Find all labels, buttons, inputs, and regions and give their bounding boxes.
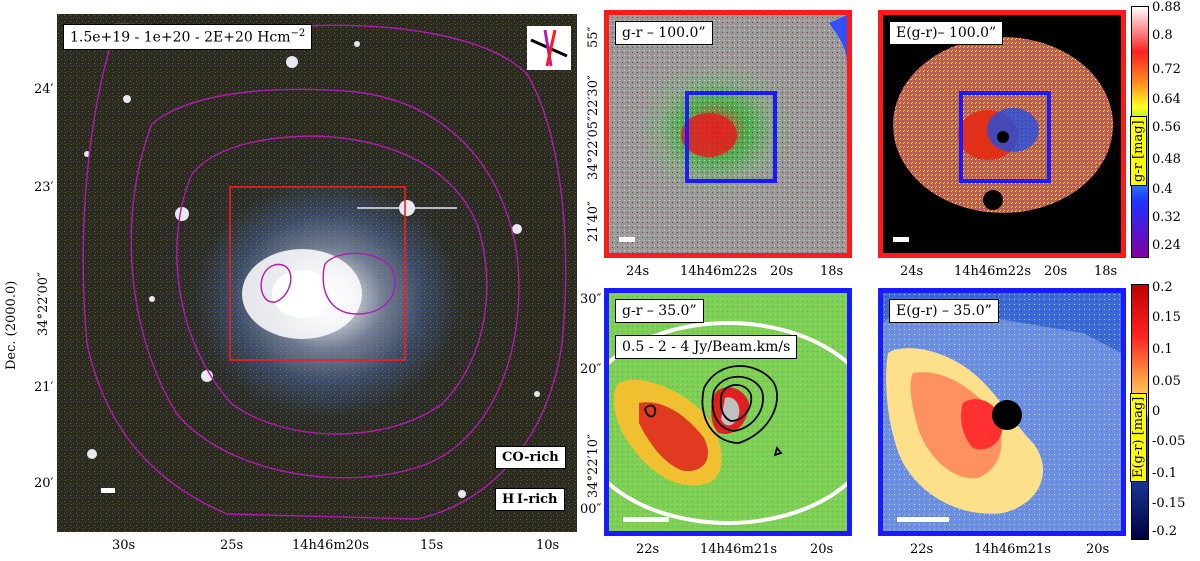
bottom-left-ytick: 00″	[580, 502, 602, 517]
colorbar-tick: 0.8	[1152, 28, 1173, 43]
legend-co-rich: CO-rich	[495, 446, 566, 469]
main-contour-label: 1.5e+19 - 1e+20 - 2E+20 Hcm−2	[63, 24, 313, 50]
bottom-left-label: g-r – 35.0”	[615, 299, 704, 323]
bottom-left-ytick: 30″	[580, 292, 602, 307]
top-left-scalebar	[619, 237, 635, 242]
main-ylabel: Dec. (2000.0)	[4, 280, 19, 370]
main-scalebar	[101, 488, 115, 493]
main-optical-image: 1.5e+19 - 1e+20 - 2E+20 Hcm−2 CO-rich H …	[57, 14, 577, 532]
bottom-right-xtick: 20s	[1086, 542, 1110, 557]
top-right-xtick: 18s	[1094, 264, 1118, 279]
bottom-right-xtick: 22s	[910, 542, 934, 557]
main-xtick: 15s	[420, 538, 444, 553]
orientation-icon	[527, 26, 571, 70]
bottom-colorbar-title: E(g-r) [mag]	[1130, 392, 1147, 482]
top-colorbar-ticks: 0.88 0.8 0.72 0.64 0.56 0.48 0.4 0.32 0.…	[1152, 0, 1200, 270]
top-left-ytick: 34°22′05″22′30″	[586, 75, 601, 180]
colorbar-tick: -0.15	[1152, 496, 1186, 511]
main-xtick: 25s	[220, 538, 244, 553]
colorbar-tick: 0.64	[1152, 92, 1181, 107]
top-right-xtick: 20s	[1044, 264, 1068, 279]
bottom-left-xtick: 14h46m21s	[700, 542, 777, 557]
bottom-colorbar-ticks: 0.2 0.15 0.1 0.05 0 -0.05 -0.1 -0.15 -0.…	[1152, 280, 1200, 550]
top-left-gr-map: g-r – 100.0”	[604, 10, 852, 258]
colorbar-tick: 0.72	[1152, 62, 1181, 77]
colorbar-tick: 0	[1152, 404, 1161, 419]
top-left-ytick: 55″	[586, 26, 601, 48]
legend-hi-rich: H I-rich	[495, 488, 565, 511]
colorbar-tick: 0.32	[1152, 210, 1181, 225]
hi-contours	[82, 23, 567, 520]
bottom-left-scalebar	[623, 517, 669, 522]
top-left-ytick: 21′40″	[586, 201, 601, 242]
colorbar-tick: 0.1	[1152, 342, 1173, 357]
top-right-xtick: 14h46m22s	[954, 264, 1031, 279]
colorbar-tick: 0.88	[1152, 0, 1181, 15]
bottom-right-egr-map: E(g-r) – 35.0”	[878, 288, 1126, 536]
colorbar-tick: -0.1	[1152, 466, 1178, 481]
top-right-label: E(g-r)– 100.0”	[889, 21, 1004, 45]
top-left-xtick: 18s	[820, 264, 844, 279]
colorbar-tick: 0.48	[1152, 152, 1181, 167]
top-right-xtick: 24s	[900, 264, 924, 279]
main-ytick: 21′	[34, 380, 54, 395]
bottom-left-contour-label: 0.5 - 2 - 4 Jy/Beam.km/s	[615, 335, 798, 359]
main-ytick: 23′	[34, 180, 54, 195]
main-ytick: 34°22′00″	[36, 272, 51, 336]
top-left-xtick: 24s	[626, 264, 650, 279]
colorbar-tick: -0.2	[1152, 524, 1178, 539]
main-xtick: 14h46m20s	[292, 538, 369, 553]
bottom-right-scalebar	[897, 517, 949, 522]
bottom-left-xtick: 20s	[810, 542, 834, 557]
bottom-left-gr-map: g-r – 35.0” 0.5 - 2 - 4 Jy/Beam.km/s	[604, 288, 852, 536]
colorbar-tick: 0.24	[1152, 238, 1181, 253]
top-left-label: g-r – 100.0”	[615, 21, 713, 45]
top-colorbar-title: g-r [mag]	[1130, 116, 1147, 186]
bottom-right-label: E(g-r) – 35.0”	[889, 299, 999, 323]
top-left-xtick: 14h46m22s	[680, 264, 757, 279]
main-xtick: 30s	[112, 538, 136, 553]
colorbar-tick: 0.2	[1152, 280, 1173, 295]
bottom-left-xtick: 22s	[636, 542, 660, 557]
colorbar-tick: 0.15	[1152, 310, 1181, 325]
top-left-xtick: 20s	[770, 264, 794, 279]
bottom-left-ytick: 20″	[580, 362, 602, 377]
main-ytick: 20′	[34, 476, 54, 491]
main-xtick: 10s	[536, 538, 560, 553]
top-right-egr-map: E(g-r)– 100.0”	[878, 10, 1126, 258]
colorbar-tick: 0.4	[1152, 182, 1173, 197]
co-contours	[644, 365, 783, 457]
bottom-right-xtick: 14h46m21s	[974, 542, 1051, 557]
colorbar-tick: -0.05	[1152, 434, 1186, 449]
top-right-scalebar	[893, 237, 909, 242]
colorbar-tick: 0.56	[1152, 120, 1181, 135]
bottom-left-ytick: 34°22′10″	[586, 434, 601, 498]
main-ytick: 24′	[34, 82, 54, 97]
colorbar-tick: 0.05	[1152, 374, 1181, 389]
